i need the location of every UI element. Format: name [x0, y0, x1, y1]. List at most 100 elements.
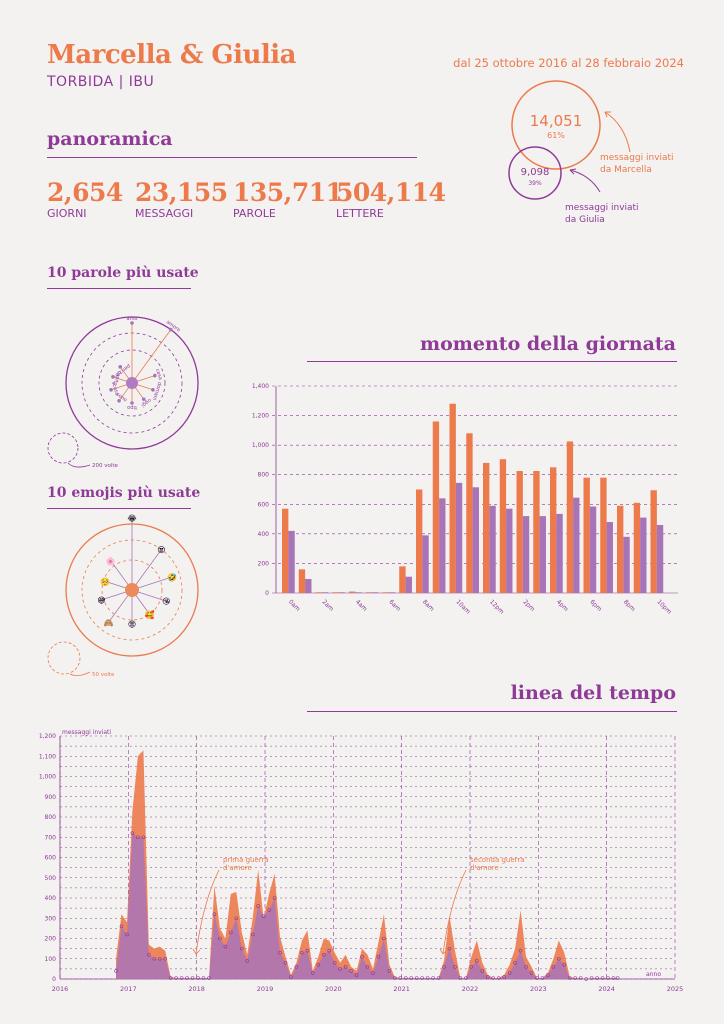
y-tick-label: 500 [45, 875, 57, 882]
timeline-title: linea del tempo [510, 682, 676, 704]
y-tick-label: 900 [45, 794, 57, 801]
page-title: Marcella & Giulia [47, 40, 296, 70]
timeline-point [327, 948, 332, 953]
bar-giulia [388, 592, 396, 593]
timeline-point [261, 914, 266, 919]
timeline-point [425, 976, 430, 980]
stat-days-value: 2,654 [47, 178, 123, 207]
timeline-point [294, 965, 299, 969]
y-tick-label: 1,400 [252, 383, 269, 390]
y-tick-label: 1,000 [252, 442, 269, 449]
x-tick-label: 2am [320, 598, 334, 612]
timeline-point [458, 976, 463, 980]
bar-giulia [338, 592, 345, 593]
timeline-point [201, 976, 206, 980]
emoji-label: 😍 [157, 546, 165, 555]
word-dot [153, 373, 157, 378]
timeline-point [567, 976, 572, 980]
x-tick-label: 2024 [598, 985, 615, 993]
timeline-point [502, 975, 506, 979]
word-dot [130, 321, 134, 325]
stat-words: 135,711 PAROLE [233, 178, 343, 220]
bar-giulia [623, 536, 630, 593]
stat-messages-value: 23,155 [135, 178, 228, 207]
emoji-label: 🥺 [100, 577, 110, 586]
timeline-point [491, 976, 496, 980]
bar-giulia [355, 592, 362, 593]
y-tick-label: 100 [45, 956, 57, 963]
annotation-label: d'amore [470, 864, 499, 872]
timeline-chart: 0 100 200 300 400 500 600 700 800 900 1,000 1,100 1,… [39, 729, 683, 993]
y-tick-label: 0 [52, 976, 56, 983]
emoji-dot [99, 598, 104, 602]
marcella-label-1: messaggi inviati [600, 153, 674, 163]
x-tick-label: 6am [387, 598, 401, 612]
word-dot [141, 397, 146, 401]
stat-messages: 23,155 MESSAGGI [135, 178, 228, 220]
x-tick-label: 10pm [655, 598, 672, 615]
timeline-point [524, 965, 528, 969]
marcella-count: 14,051 [530, 112, 583, 130]
bar-marcella [298, 569, 306, 593]
bar-giulia [606, 522, 613, 593]
annotation-arrowhead [192, 948, 201, 955]
timeline-point [365, 965, 370, 969]
x-tick-label: 8am [421, 598, 435, 612]
overview-title: panoramica [47, 128, 173, 150]
bar-giulia [305, 578, 312, 593]
word-dot [130, 401, 134, 405]
y-tick-label: 800 [258, 472, 270, 479]
emoji-legend-circle [47, 641, 81, 675]
bar-giulia [656, 524, 664, 593]
x-tick-label: 2pm [521, 598, 536, 613]
x-tick-label: 2018 [188, 985, 205, 993]
timeline-point [447, 946, 452, 951]
word-label: oggi [140, 397, 152, 408]
timeline-point [557, 956, 561, 961]
x-tick-label: 2016 [52, 985, 69, 993]
bar-giulia [556, 513, 563, 593]
area-marcella [116, 750, 618, 979]
timeline-point [163, 956, 168, 961]
word-label: amo [127, 316, 138, 322]
timeline-point [168, 976, 173, 980]
emoji-spoke [131, 576, 173, 591]
top-words-radial: amoamorecasadomanioggitiposonoscusacapit… [47, 316, 199, 469]
bar-marcella [566, 441, 574, 593]
giulia-circle [508, 146, 562, 200]
timeline-point [245, 958, 250, 963]
x-tick-label: 2020 [325, 985, 342, 993]
word-dot [117, 398, 121, 403]
timeline-point [354, 973, 359, 977]
top-words-rule [47, 288, 191, 289]
emoji-label: 🙈 [104, 618, 114, 627]
word-label: scusa [110, 381, 120, 396]
word-label: casa [154, 368, 163, 381]
annotation-arrow [442, 869, 467, 955]
top-emojis-radial: 😂 😍 🤣 😘 🥰 😊 🙈 😅 🥺 🌸 50 volte [47, 514, 199, 678]
x-tick-label: 12pm [488, 598, 505, 615]
bar-giulia [489, 505, 496, 593]
timeline-point [507, 971, 512, 975]
giulia-count: 9,098 [521, 167, 550, 178]
timeline-point [119, 924, 124, 929]
timeline-point [272, 896, 277, 900]
page-subtitle: TORBIDA | IBU [47, 74, 155, 90]
timeline-point [578, 976, 583, 980]
y-tick-label: 1,100 [39, 753, 56, 760]
timeline-point [283, 961, 288, 965]
emoji-label: 🥰 [145, 609, 155, 619]
bar-giulia [321, 592, 329, 593]
stat-words-value: 135,711 [233, 178, 343, 207]
timeline-point [371, 971, 375, 975]
timeline-point [551, 965, 556, 969]
timeline-point [436, 976, 441, 980]
overview-rule [47, 157, 417, 158]
stat-days-label: GIORNI [47, 207, 87, 220]
date-range: dal 25 ottobre 2016 al 28 febbraio 2024 [453, 56, 684, 70]
bar-marcella [633, 502, 641, 593]
timeline-point [223, 944, 228, 949]
timeline-point [343, 965, 348, 969]
timeline-point [152, 956, 157, 961]
x-tick-label: 8pm [622, 598, 637, 613]
